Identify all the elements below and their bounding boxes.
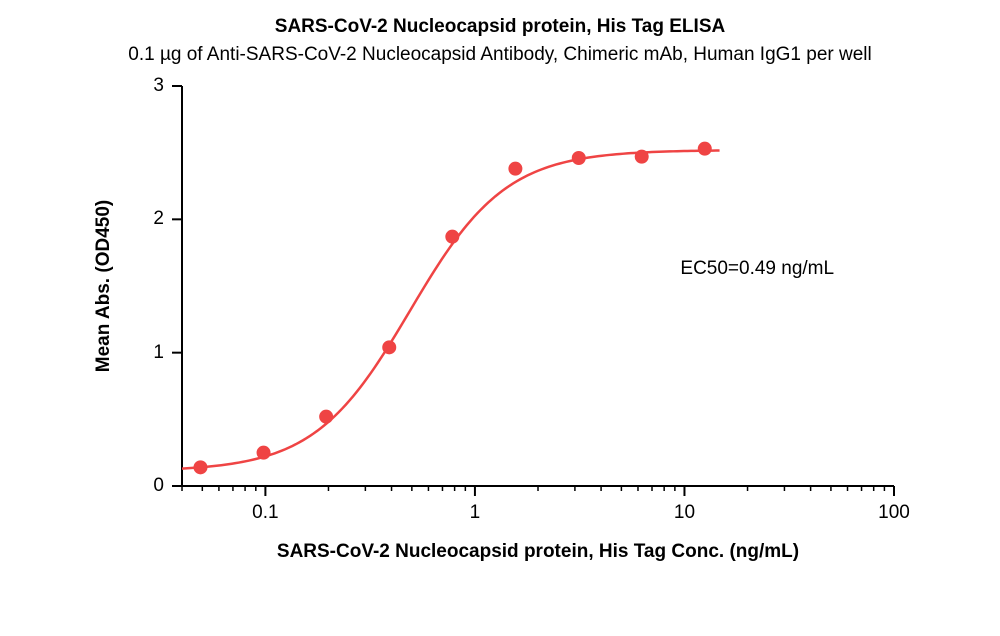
data-point [320, 410, 333, 423]
data-point [572, 152, 585, 165]
data-point [635, 150, 648, 163]
tick-label: 0.1 [252, 502, 278, 524]
y-axis-label: Mean Abs. (OD450) [93, 200, 115, 372]
chart-svg [170, 86, 896, 500]
tick-label: 1 [470, 502, 481, 524]
tick-label: 3 [153, 75, 164, 97]
x-axis-label: SARS-CoV-2 Nucleocapsid protein, His Tag… [182, 541, 894, 563]
plot-area [182, 86, 894, 486]
chart-title: SARS-CoV-2 Nucleocapsid protein, His Tag… [0, 16, 1000, 38]
tick-label: 0 [153, 475, 164, 497]
tick-label: 2 [153, 208, 164, 230]
data-point [509, 162, 522, 175]
fit-curve [182, 151, 720, 469]
tick-label: 10 [674, 502, 695, 524]
data-point [257, 446, 270, 459]
data-point [194, 461, 207, 474]
data-point [698, 142, 711, 155]
data-point [446, 230, 459, 243]
data-point [383, 341, 396, 354]
tick-label: 1 [153, 342, 164, 364]
chart-subtitle: 0.1 µg of Anti-SARS-CoV-2 Nucleocapsid A… [0, 44, 1000, 66]
chart-container: SARS-CoV-2 Nucleocapsid protein, His Tag… [0, 0, 1000, 636]
tick-label: 100 [878, 502, 910, 524]
